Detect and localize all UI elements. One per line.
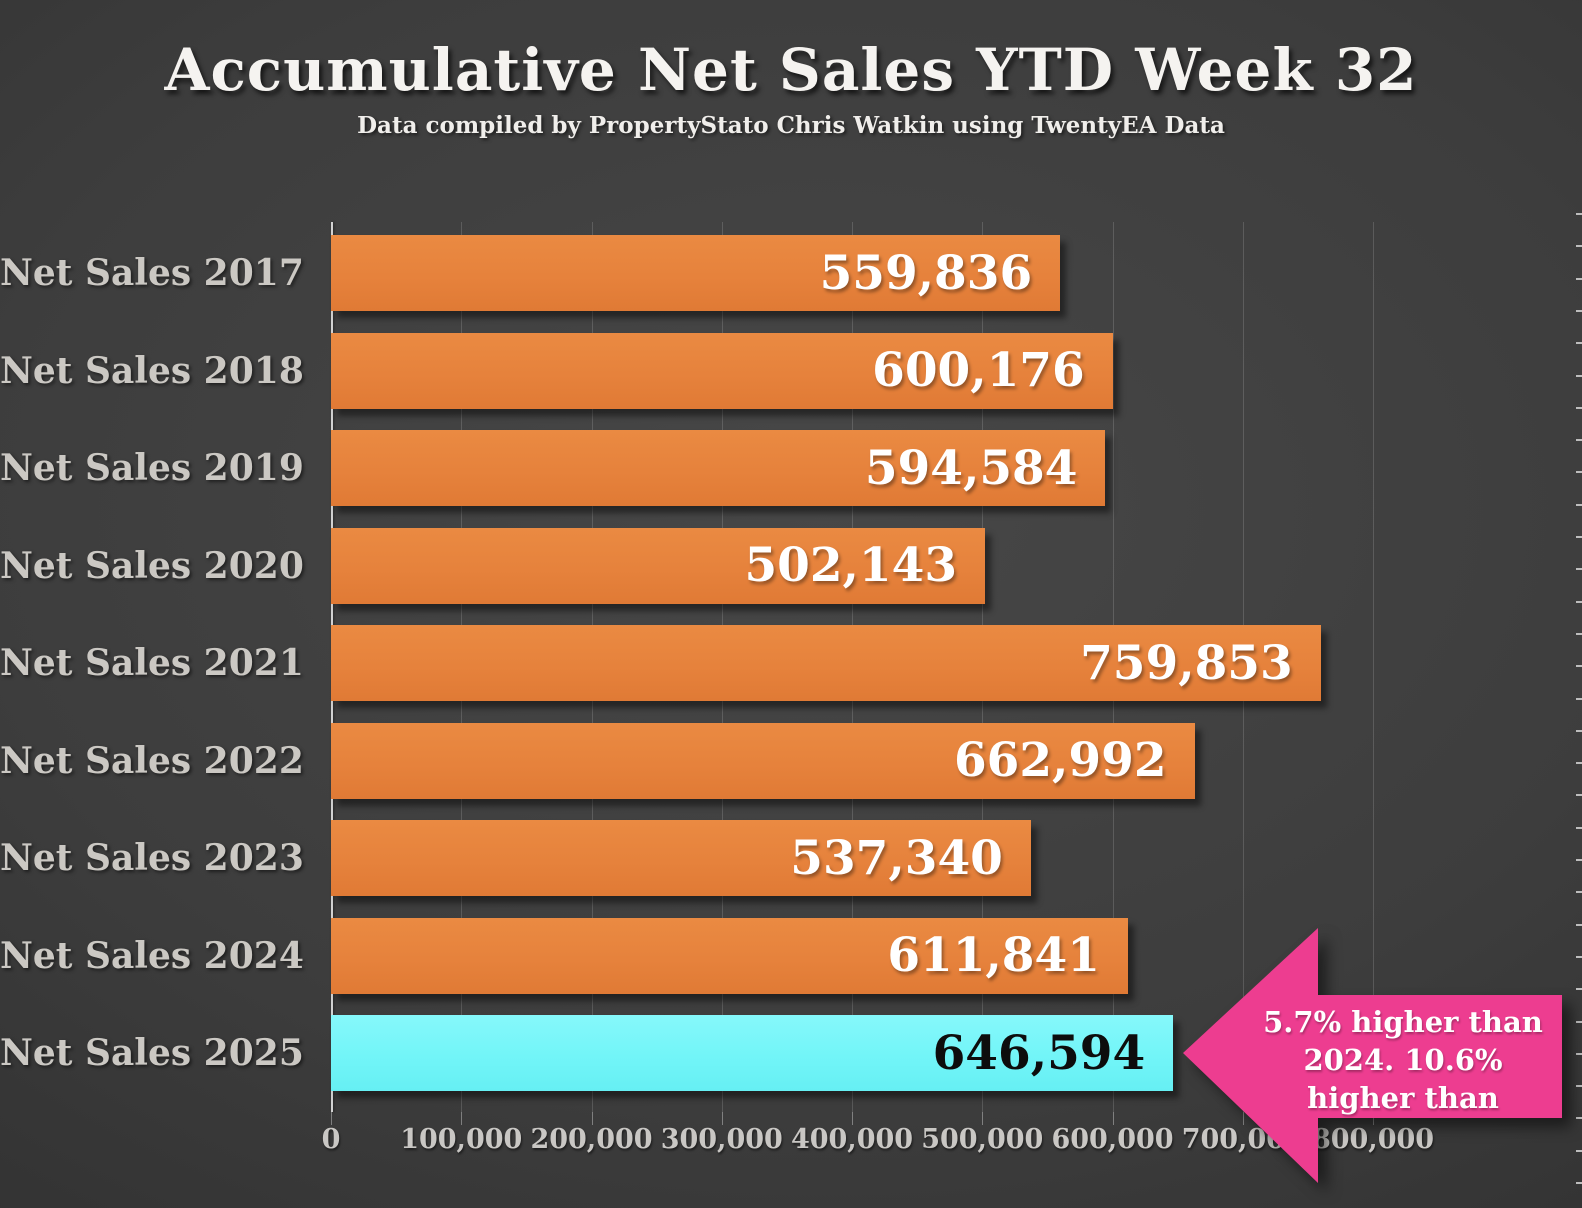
axis-tick-mark [852,1112,853,1125]
axis-tick-mark [1112,1112,1114,1125]
chart-subtitle: Data compiled by PropertyStato Chris Wat… [357,112,1225,139]
left-arrow-icon [1183,928,1562,1183]
annotation-line: higher than [1307,1081,1499,1115]
category-label: Net Sales 2019 [0,447,304,489]
category-label: Net Sales 2024 [0,934,304,977]
category-label: Net Sales 2023 [0,837,304,879]
bar-value-label: 537,340 [790,830,1003,886]
ruler-tick [1576,665,1582,668]
value-axis: 0 100,000 200,000 300,000 400,000 500,00… [322,1124,1434,1170]
category-label: Net Sales 2020 [0,544,304,587]
category-label: Net Sales 2025 [0,1032,304,1074]
ruler-tick [1576,1149,1582,1152]
ruler-tick [1576,245,1582,248]
axis-tick-label: 100,000 [400,1124,523,1155]
axis-tick-label: 800,000 [1311,1124,1435,1155]
ruler-tick [1576,1117,1582,1120]
annotation-text: 5.7% higher than 2024. 10.6% higher than [1243,1003,1563,1117]
bar-value-label: 559,836 [819,245,1033,301]
category-label: Net Sales 2022 [0,739,304,782]
axis-tick-mark [461,1112,463,1125]
axis-tick-label: 200,000 [530,1124,653,1155]
bar-value-label: 662,992 [953,733,1167,788]
ruler-tick [1576,955,1582,958]
axis-tick-label: 500,000 [921,1124,1044,1155]
ruler-tick [1576,826,1582,829]
axis-tick-mark [1373,1112,1374,1125]
ruler-tick [1576,406,1582,409]
ruler-tick [1576,762,1582,765]
ruler-tick [1576,891,1582,894]
bar: 646,594 [331,1015,1174,1091]
ruler-tick [1576,923,1582,926]
ruler-tick [1576,1182,1582,1184]
axis-tick-mark [331,1112,332,1125]
bar-value-label: 502,143 [744,538,958,593]
bar-value-label: 594,584 [864,440,1078,496]
axis-tick-label: 600,000 [1051,1124,1174,1155]
bar-value-label: 611,841 [887,928,1100,983]
ruler-tick [1576,600,1582,603]
bar-value-label: 759,853 [1080,635,1293,691]
ruler-tick [1576,213,1582,215]
ruler-tick [1576,536,1582,538]
ruler-tick [1576,632,1582,635]
ruler-tick [1576,342,1582,345]
category-label: Net Sales 2018 [0,349,304,392]
axis-tick-mark [721,1112,723,1125]
bar: 594,584 [331,430,1106,506]
chart-title: Accumulative Net Sales YTD Week 32 [164,36,1418,104]
ruler-tick [1576,1020,1582,1023]
annotation-line: 2024. 10.6% [1303,1043,1503,1077]
bar-value-label: 646,594 [932,1025,1146,1081]
axis-tick-mark [1242,1112,1244,1125]
ruler-tick [1576,439,1582,442]
ruler-tick [1576,988,1582,991]
ruler-tick [1576,568,1582,571]
ruler-tick [1576,503,1582,506]
ruler-tick [1576,1085,1582,1088]
ruler-tick [1576,859,1582,861]
ruler-tick [1576,697,1582,700]
bar: 559,836 [331,235,1061,311]
bar-value-label: 600,176 [872,343,1085,398]
annotation-callout: 5.7% higher than 2024. 10.6% higher than [1181,918,1581,1190]
axis-tick-mark [982,1112,984,1125]
bar: 611,841 [331,917,1128,994]
axis-tick-label: 400,000 [790,1124,914,1155]
bar: 600,176 [331,332,1113,409]
ruler-tick [1576,374,1582,377]
ruler-tick [1576,794,1582,797]
axis-tick-label: 300,000 [660,1124,783,1155]
ruler-tick [1576,729,1582,732]
gridline [1373,222,1374,1112]
category-label: Net Sales 2017 [0,252,304,294]
bar: 502,143 [331,527,986,604]
axis-tick-mark [591,1112,593,1125]
bar: 537,340 [331,820,1031,896]
bar: 662,992 [331,722,1195,799]
annotation-line: 5.7% higher than [1263,1005,1543,1039]
bar: 759,853 [331,625,1321,701]
ruler-tick [1576,471,1582,474]
ruler-tick [1576,1052,1582,1055]
category-label: Net Sales 2021 [0,642,304,684]
ruler-tick [1576,277,1582,280]
axis-tick-label: 0 [321,1124,341,1155]
ruler-tick [1576,309,1582,312]
plot-area: 559,836 600,176 594,584 502,143 759,853 … [331,222,1374,1125]
